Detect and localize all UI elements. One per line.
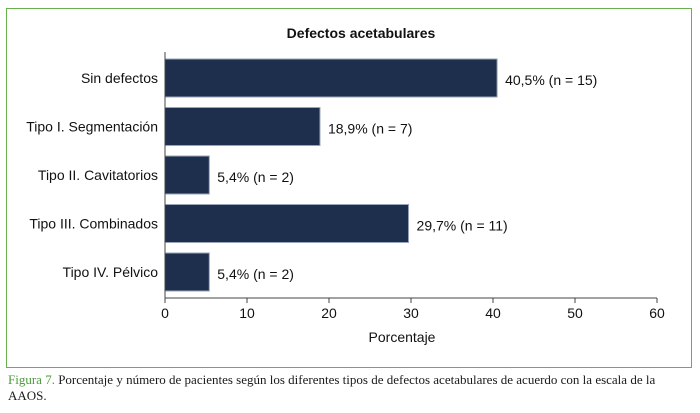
x-tick-label: 30 xyxy=(403,305,419,321)
bar xyxy=(164,58,498,98)
bar xyxy=(164,107,321,146)
category-label: Tipo III. Combinados xyxy=(29,216,158,232)
x-tick-label: 40 xyxy=(485,305,501,321)
chart-title: Defectos acetabulares xyxy=(287,25,436,41)
category-label: Tipo II. Cavitatorios xyxy=(38,167,158,183)
category-label: Sin defectos xyxy=(81,70,158,86)
category-label: Tipo IV. Pélvico xyxy=(63,264,159,280)
x-tick-label: 20 xyxy=(321,305,337,321)
x-axis-label: Porcentaje xyxy=(369,329,436,345)
caption-text: Porcentaje y número de pacientes según l… xyxy=(8,372,656,403)
x-tick-label: 0 xyxy=(161,305,169,321)
chart-frame xyxy=(6,8,692,368)
bar xyxy=(164,252,210,292)
data-label: 18,9% (n = 7) xyxy=(328,121,412,137)
data-label: 5,4% (n = 2) xyxy=(217,169,294,185)
data-label: 40,5% (n = 15) xyxy=(505,72,597,88)
bar-chart: Defectos acetabulares Sin defectos 40,5% … xyxy=(26,25,665,345)
figure-caption: Figura 7. Porcentaje y número de pacient… xyxy=(8,372,692,404)
figure-label: Figura 7. xyxy=(8,372,55,387)
x-tick-label: 50 xyxy=(567,305,583,321)
data-label: 29,7% (n = 11) xyxy=(417,218,508,234)
bars-layer: Sin defectos 40,5% (n = 15) Tipo I. Segmen… xyxy=(26,58,597,292)
data-label: 5,4% (n = 2) xyxy=(217,266,294,282)
x-tick-label: 10 xyxy=(239,305,255,321)
x-tick-label: 60 xyxy=(649,305,665,321)
x-axis: 0 10 20 30 40 50 60 xyxy=(161,52,665,321)
bar xyxy=(164,155,210,195)
bar xyxy=(164,204,410,243)
category-label: Tipo I. Segmentación xyxy=(26,119,158,135)
